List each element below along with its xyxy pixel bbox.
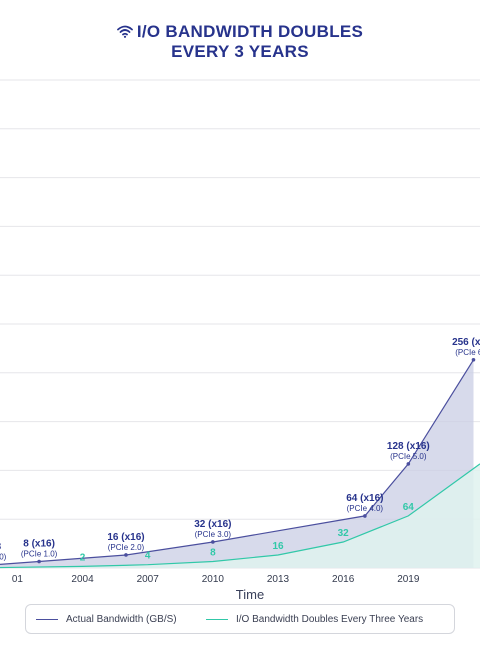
actual-point (124, 553, 128, 557)
actual-data-sublabel: E 2.0) (0, 553, 7, 562)
actual-data-label: 256 (x16) (452, 337, 480, 348)
x-tick-label: 01 (12, 574, 24, 585)
legend-swatch-actual (36, 619, 58, 620)
trend-data-label: 32 (338, 528, 350, 539)
actual-data-label: 13 (0, 542, 2, 553)
wifi-icon (116, 23, 133, 42)
actual-point (363, 514, 367, 518)
actual-data-label: 32 (x16) (194, 519, 231, 530)
legend-item-actual: Actual Bandwidth (GB/S) (36, 614, 177, 625)
x-tick-label: 2007 (137, 574, 160, 585)
trend-data-label: 4 (145, 551, 151, 562)
actual-point (471, 357, 476, 362)
actual-data-sublabel: (PCIe 6.0) (455, 348, 480, 357)
trend-data-label: 8 (210, 547, 216, 558)
x-tick-label: 2016 (332, 574, 355, 585)
actual-data-sublabel: (PCIe 2.0) (108, 543, 145, 552)
trend-data-label: 64 (403, 502, 415, 513)
x-tick-label: 2004 (71, 574, 94, 585)
actual-data-label: 64 (x16) (346, 493, 383, 504)
actual-point (406, 462, 411, 466)
x-axis-label: Time (236, 587, 264, 602)
data-labels: 13E 2.0) 8 (x16)(PCIe 1.0) 16 (x16)(PCIe 2… (0, 337, 480, 564)
legend-label-trend: I/O Bandwidth Doubles Every Three Years (236, 614, 424, 625)
legend-label-actual: Actual Bandwidth (GB/S) (66, 614, 177, 625)
line-trend (0, 463, 480, 569)
grid-lines (0, 79, 480, 569)
actual-data-label: 8 (x16) (23, 538, 55, 549)
series-areas (0, 359, 480, 568)
x-axis-ticks: 01 2004 2007 2010 2013 2016 2019 (12, 574, 420, 585)
trend-data-label: 16 (272, 541, 284, 552)
title-line-2: EVERY 3 YEARS (171, 42, 309, 61)
legend-swatch-trend (206, 619, 228, 620)
x-tick-label: 2019 (397, 574, 420, 585)
chart-title: I/O BANDWIDTH DOUBLES EVERY 3 YEARS (0, 22, 480, 61)
actual-data-sublabel: (PCIe 3.0) (195, 530, 232, 539)
x-tick-label: 2010 (202, 574, 225, 585)
actual-data-sublabel: (PCIe 1.0) (21, 549, 58, 558)
actual-point (37, 559, 41, 564)
data-markers (37, 357, 476, 564)
actual-data-label: 128 (x16) (387, 441, 430, 452)
area-trend (0, 463, 480, 568)
legend: Actual Bandwidth (GB/S) I/O Bandwidth Do… (25, 604, 455, 634)
x-tick-label: 2013 (267, 574, 290, 585)
legend-item-trend: I/O Bandwidth Doubles Every Three Years (206, 614, 423, 625)
actual-data-label: 16 (x16) (107, 532, 144, 543)
actual-data-sublabel: (PCIe 4.0) (347, 504, 384, 513)
trend-data-label: 2 (80, 552, 86, 563)
actual-point (211, 540, 215, 544)
title-line-1: I/O BANDWIDTH DOUBLES (136, 22, 364, 41)
actual-data-sublabel: (PCIe 5.0) (390, 452, 427, 461)
